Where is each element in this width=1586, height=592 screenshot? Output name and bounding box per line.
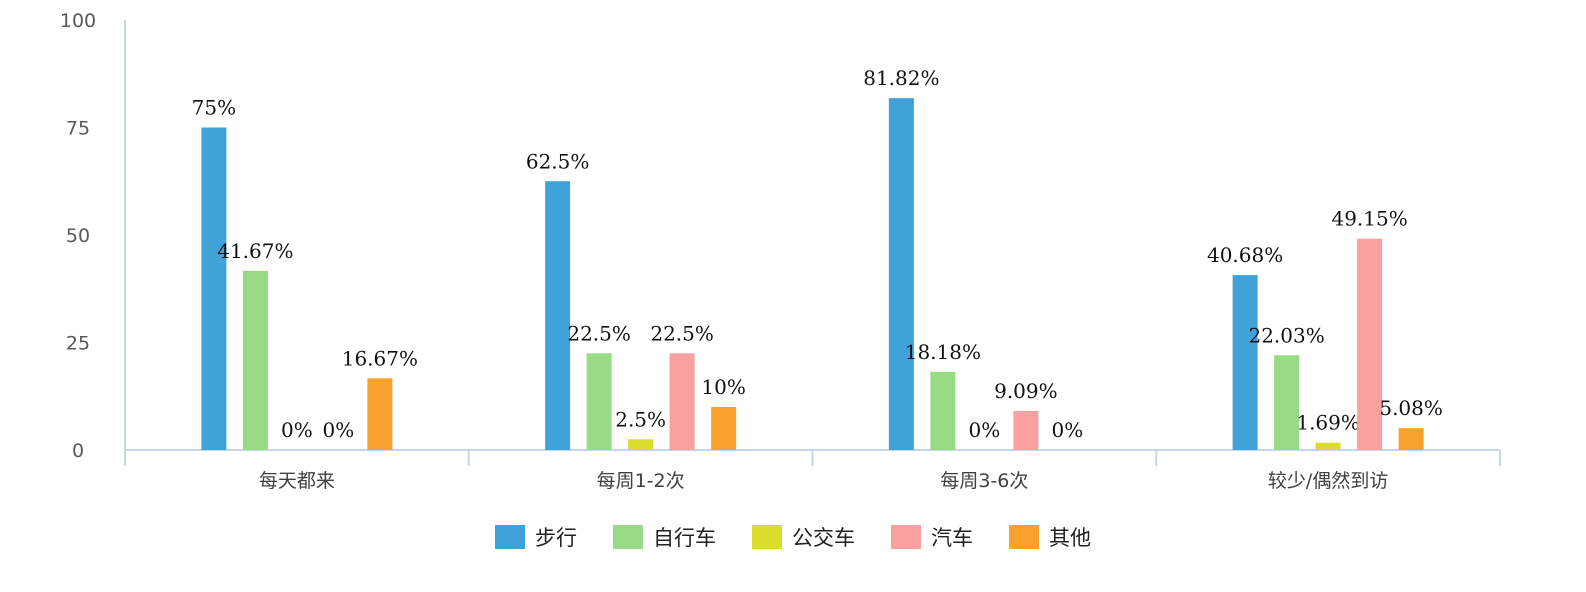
data-label: 41.67%: [217, 239, 293, 263]
data-label: 40.68%: [1207, 243, 1283, 267]
data-label: 49.15%: [1331, 207, 1407, 231]
bar: [586, 353, 612, 450]
bar: [1357, 238, 1383, 450]
legend-label: 步行: [535, 526, 577, 550]
legend-swatch: [1009, 525, 1039, 549]
legend-label: 自行车: [653, 526, 716, 550]
legend-item: 步行: [495, 522, 577, 552]
bar: [201, 127, 227, 450]
bar: [367, 378, 393, 450]
data-label: 10%: [701, 375, 745, 399]
bar: [1398, 428, 1424, 450]
x-category-label: 每周3-6次: [940, 470, 1028, 492]
data-label: 22.5%: [567, 321, 631, 345]
legend-swatch: [495, 525, 525, 549]
legend-item: 汽车: [891, 522, 973, 552]
legend-label: 汽车: [931, 526, 973, 550]
y-tick-label: 50: [66, 225, 90, 247]
bar: [1232, 275, 1258, 450]
y-tick-label: 0: [72, 440, 84, 462]
bar: [242, 270, 268, 450]
bar: [888, 98, 914, 450]
legend-item: 其他: [1009, 522, 1091, 552]
data-label: 2.5%: [615, 407, 666, 431]
legend-label: 其他: [1049, 526, 1091, 550]
bar: [669, 353, 695, 450]
legend-swatch: [613, 525, 643, 549]
data-label: 0%: [969, 418, 1001, 442]
data-label: 0%: [281, 418, 313, 442]
x-category-label: 每天都来: [259, 470, 335, 492]
data-label: 22.03%: [1248, 323, 1324, 347]
bar: [930, 371, 956, 450]
legend-item: 自行车: [613, 522, 716, 552]
data-label: 62.5%: [526, 149, 590, 173]
y-tick-label: 75: [66, 118, 90, 140]
data-label: 0%: [1052, 418, 1084, 442]
y-tick-label: 100: [60, 10, 96, 32]
data-label: 16.67%: [342, 346, 418, 370]
data-label: 9.09%: [994, 379, 1058, 403]
x-category-label: 每周1-2次: [597, 470, 685, 492]
data-label: 75%: [192, 96, 236, 120]
y-tick-label: 25: [66, 333, 90, 355]
bar: [545, 181, 571, 450]
bar: [1274, 355, 1300, 450]
bar: [1315, 442, 1341, 450]
data-label: 18.18%: [905, 340, 981, 364]
data-label: 0%: [323, 418, 355, 442]
x-category-label: 较少/偶然到访: [1268, 470, 1388, 492]
bar: [711, 407, 737, 450]
data-label: 22.5%: [650, 321, 714, 345]
bar: [1013, 410, 1039, 450]
data-label: 1.69%: [1296, 411, 1360, 435]
bar: [628, 439, 654, 450]
chart-legend: 步行 自行车 公交车 汽车 其他: [0, 522, 1586, 552]
legend-label: 公交车: [792, 526, 855, 550]
legend-swatch: [752, 525, 782, 549]
legend-item: 公交车: [752, 522, 855, 552]
data-label: 5.08%: [1379, 396, 1443, 420]
data-label: 81.82%: [863, 66, 939, 90]
legend-swatch: [891, 525, 921, 549]
